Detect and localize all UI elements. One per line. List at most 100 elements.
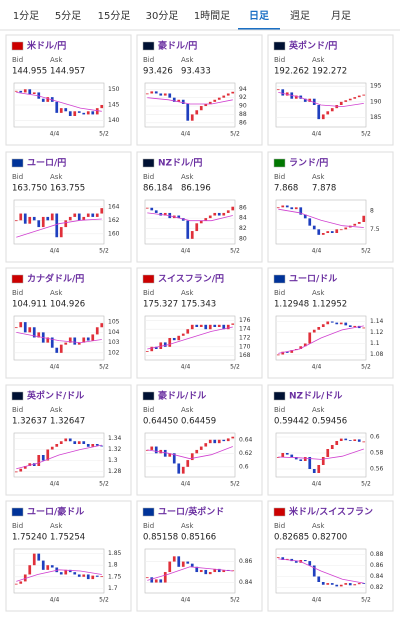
card[interactable] bbox=[267, 500, 394, 612]
candle bbox=[154, 91, 158, 94]
y-tick-label: 0.64 bbox=[239, 436, 253, 443]
candle bbox=[23, 213, 27, 224]
candle bbox=[41, 98, 45, 102]
card[interactable] bbox=[267, 34, 394, 146]
candle bbox=[73, 337, 77, 345]
y-tick-label: 168 bbox=[239, 352, 251, 359]
candle bbox=[204, 324, 208, 330]
candle bbox=[68, 337, 72, 343]
candle bbox=[294, 561, 298, 563]
candle bbox=[68, 438, 72, 442]
x-tick-label: 5/2 bbox=[230, 248, 240, 255]
card[interactable] bbox=[5, 500, 132, 612]
candle bbox=[64, 569, 68, 575]
tab[interactable]: 日足 bbox=[249, 10, 270, 22]
ask-label: Ask bbox=[312, 289, 325, 297]
chart-frame bbox=[275, 315, 367, 361]
card[interactable] bbox=[267, 267, 394, 379]
candle bbox=[195, 223, 199, 232]
x-tick-label: 5/2 bbox=[230, 481, 240, 488]
card[interactable] bbox=[267, 151, 394, 263]
x-tick-label: 4/4 bbox=[50, 597, 60, 604]
candle bbox=[303, 214, 307, 219]
candle bbox=[186, 561, 190, 564]
x-tick-label: 5/2 bbox=[361, 597, 371, 604]
y-tick-label: 0.56 bbox=[370, 466, 384, 473]
candle bbox=[59, 441, 63, 444]
bid-label: Bid bbox=[143, 56, 154, 64]
y-tick-label: 190 bbox=[370, 98, 382, 105]
card[interactable] bbox=[267, 384, 394, 496]
x-tick-label: 5/2 bbox=[230, 364, 240, 371]
candle bbox=[86, 213, 90, 217]
candle bbox=[204, 103, 208, 107]
y-tick-label: 170 bbox=[239, 343, 251, 350]
bid-label: Bid bbox=[12, 289, 23, 297]
chart-frame bbox=[275, 432, 367, 478]
candle bbox=[23, 466, 27, 469]
candle bbox=[231, 91, 235, 94]
candle bbox=[299, 207, 303, 215]
candle bbox=[344, 438, 348, 441]
candle bbox=[222, 324, 226, 330]
x-tick-label: 4/4 bbox=[50, 364, 60, 371]
card[interactable] bbox=[136, 267, 263, 379]
x-tick-label: 5/2 bbox=[99, 597, 109, 604]
tab[interactable]: 月足 bbox=[331, 10, 351, 22]
card[interactable] bbox=[5, 267, 132, 379]
flag bbox=[11, 158, 24, 168]
ask-value: 163.755 bbox=[50, 184, 85, 194]
pair-name: NZドル/円 bbox=[158, 158, 202, 169]
card[interactable] bbox=[136, 34, 263, 146]
bid-label: Bid bbox=[143, 406, 154, 414]
candle bbox=[181, 333, 185, 336]
y-tick-label: 0.58 bbox=[370, 450, 384, 457]
flag bbox=[11, 391, 24, 401]
y-tick-label: 1.32 bbox=[108, 446, 122, 453]
tab[interactable]: 1時間足 bbox=[194, 10, 230, 22]
candle bbox=[73, 111, 77, 116]
candle bbox=[213, 212, 217, 216]
candle bbox=[46, 565, 50, 570]
candle bbox=[276, 89, 280, 91]
candle bbox=[163, 342, 167, 347]
tab[interactable]: 15分足 bbox=[98, 10, 131, 22]
x-tick-label: 4/4 bbox=[181, 481, 191, 488]
pair-name: 米ドル/スイスフラン bbox=[288, 506, 373, 518]
candle bbox=[317, 105, 321, 120]
flag bbox=[273, 507, 286, 517]
bid-value: 163.750 bbox=[12, 184, 47, 194]
candle bbox=[357, 95, 361, 98]
candle bbox=[348, 325, 352, 327]
card[interactable] bbox=[136, 151, 263, 263]
ask-value: 104.926 bbox=[50, 300, 85, 310]
candle bbox=[23, 574, 27, 582]
tab[interactable]: 1分足 bbox=[13, 10, 39, 22]
y-tick-label: 0.6 bbox=[239, 463, 249, 470]
tab[interactable]: 30分足 bbox=[146, 10, 179, 22]
candle bbox=[14, 327, 18, 329]
candle bbox=[64, 108, 68, 112]
pair-name: 豪ドル/円 bbox=[158, 40, 197, 52]
x-tick-label: 5/2 bbox=[99, 248, 109, 255]
card[interactable] bbox=[5, 34, 132, 146]
candle bbox=[231, 436, 235, 439]
bid-value: 144.955 bbox=[12, 67, 47, 77]
candle bbox=[154, 446, 158, 454]
candle bbox=[177, 335, 181, 341]
candle bbox=[326, 321, 330, 325]
tab[interactable]: 週足 bbox=[290, 10, 310, 22]
candle bbox=[204, 443, 208, 447]
card[interactable] bbox=[5, 384, 132, 496]
candle bbox=[163, 572, 167, 583]
tab[interactable]: 5分足 bbox=[55, 10, 81, 22]
moving-average bbox=[147, 97, 233, 105]
candle bbox=[276, 457, 280, 458]
flag bbox=[273, 391, 286, 401]
candle bbox=[199, 106, 203, 111]
card[interactable] bbox=[136, 500, 263, 612]
y-tick-label: 1.28 bbox=[108, 468, 122, 475]
pair-name: スイスフラン/円 bbox=[158, 274, 224, 285]
candle bbox=[294, 207, 298, 210]
candle bbox=[91, 213, 95, 217]
